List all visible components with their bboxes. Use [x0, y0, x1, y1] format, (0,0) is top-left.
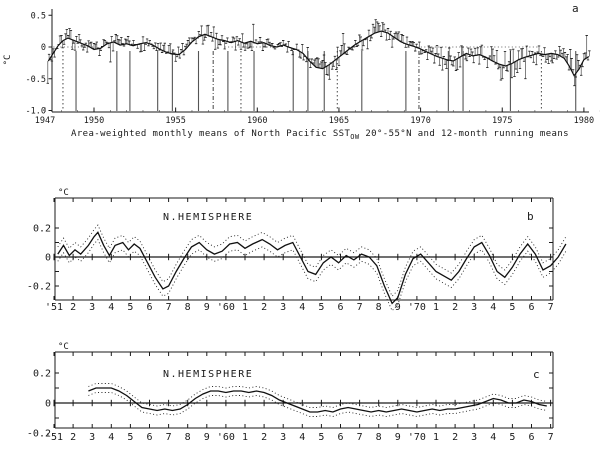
svg-text:0.5: 0.5: [31, 11, 46, 21]
svg-text:°C: °C: [3, 55, 13, 66]
svg-text:2: 2: [70, 432, 76, 443]
svg-text:5: 5: [127, 302, 133, 313]
svg-text:8: 8: [376, 432, 382, 443]
svg-text:0: 0: [45, 399, 51, 410]
svg-text:0: 0: [41, 43, 46, 53]
svg-text:b: b: [527, 210, 534, 223]
svg-text:c: c: [533, 368, 540, 381]
svg-text:4: 4: [108, 302, 114, 313]
svg-text:N.HEMISPHERE: N.HEMISPHERE: [163, 212, 253, 223]
svg-text:2: 2: [70, 302, 76, 313]
svg-text:7: 7: [166, 432, 172, 443]
svg-text:'70: '70: [408, 432, 426, 443]
svg-text:6: 6: [146, 432, 152, 443]
svg-text:1950: 1950: [84, 116, 104, 126]
caption-subscript: OW: [350, 132, 360, 141]
svg-text:°C: °C: [58, 188, 69, 198]
svg-text:3: 3: [471, 302, 477, 313]
svg-text:2: 2: [261, 432, 267, 443]
svg-text:0.2: 0.2: [33, 369, 51, 380]
svg-text:1960: 1960: [247, 116, 267, 126]
svg-text:1: 1: [242, 302, 248, 313]
caption-text-rest: 20°-55°N and 12-month running means: [359, 129, 569, 139]
svg-text:1980: 1980: [574, 116, 594, 126]
svg-text:1: 1: [242, 432, 248, 443]
svg-text:5: 5: [509, 432, 515, 443]
svg-text:2: 2: [261, 302, 267, 313]
svg-text:4: 4: [490, 302, 496, 313]
svg-text:3: 3: [280, 302, 286, 313]
svg-text:6: 6: [528, 302, 534, 313]
svg-text:'51: '51: [45, 302, 63, 313]
svg-text:'51: '51: [45, 432, 63, 443]
svg-text:5: 5: [318, 432, 324, 443]
svg-text:1: 1: [433, 302, 439, 313]
panel-a-caption: Area-weighted monthly means of North Pac…: [40, 129, 600, 141]
svg-text:1955: 1955: [165, 116, 185, 126]
svg-text:2: 2: [452, 302, 458, 313]
svg-text:7: 7: [166, 302, 172, 313]
svg-text:9: 9: [204, 432, 210, 443]
svg-text:3: 3: [471, 432, 477, 443]
svg-text:9: 9: [395, 432, 401, 443]
svg-text:2: 2: [452, 432, 458, 443]
svg-text:9: 9: [204, 302, 210, 313]
svg-text:8: 8: [376, 302, 382, 313]
caption-text: Area-weighted monthly means of North Pac…: [71, 129, 351, 139]
svg-text:-1.0: -1.0: [26, 107, 46, 117]
svg-text:4: 4: [108, 432, 114, 443]
svg-text:4: 4: [299, 432, 305, 443]
svg-text:9: 9: [395, 302, 401, 313]
svg-text:a: a: [572, 2, 579, 15]
svg-text:-0.5: -0.5: [26, 75, 46, 85]
svg-text:5: 5: [509, 302, 515, 313]
svg-text:N.HEMISPHERE: N.HEMISPHERE: [163, 369, 253, 380]
svg-text:6: 6: [337, 302, 343, 313]
svg-text:'60: '60: [217, 302, 235, 313]
svg-text:7: 7: [357, 302, 363, 313]
svg-text:0.2: 0.2: [33, 224, 51, 235]
svg-text:-0.2: -0.2: [27, 429, 51, 440]
svg-text:1975: 1975: [492, 116, 512, 126]
svg-text:5: 5: [318, 302, 324, 313]
svg-text:1947: 1947: [35, 116, 55, 126]
svg-text:1965: 1965: [329, 116, 349, 126]
svg-text:7: 7: [548, 432, 554, 443]
svg-text:7: 7: [357, 432, 363, 443]
panel-b-chart: '51 2 3 4 5 6 7 8 9 '60 1 2 3 4 5 6 7 8 9 '70 1 2 3 4 5 6 7 0.2 0 -0.…: [27, 188, 567, 313]
svg-text:1970: 1970: [410, 116, 430, 126]
svg-text:3: 3: [89, 302, 95, 313]
svg-text:4: 4: [490, 432, 496, 443]
svg-text:°C: °C: [58, 342, 69, 352]
svg-text:4: 4: [299, 302, 305, 313]
svg-text:'60: '60: [217, 432, 235, 443]
svg-text:-0.2: -0.2: [27, 282, 51, 293]
svg-text:5: 5: [127, 432, 133, 443]
svg-text:0: 0: [45, 253, 51, 264]
svg-text:6: 6: [528, 432, 534, 443]
svg-text:3: 3: [280, 432, 286, 443]
svg-text:8: 8: [185, 432, 191, 443]
svg-text:7: 7: [548, 302, 554, 313]
panel-c-chart: '51 2 3 4 5 6 7 8 9 '60 1 2 3 4 5 6 7 8 9 '70 1 2 3 4 5 6 7 0.2 0 -0.…: [27, 342, 554, 443]
svg-text:8: 8: [185, 302, 191, 313]
svg-text:3: 3: [89, 432, 95, 443]
svg-text:6: 6: [146, 302, 152, 313]
svg-text:1: 1: [433, 432, 439, 443]
svg-text:'70: '70: [408, 302, 426, 313]
svg-text:6: 6: [337, 432, 343, 443]
